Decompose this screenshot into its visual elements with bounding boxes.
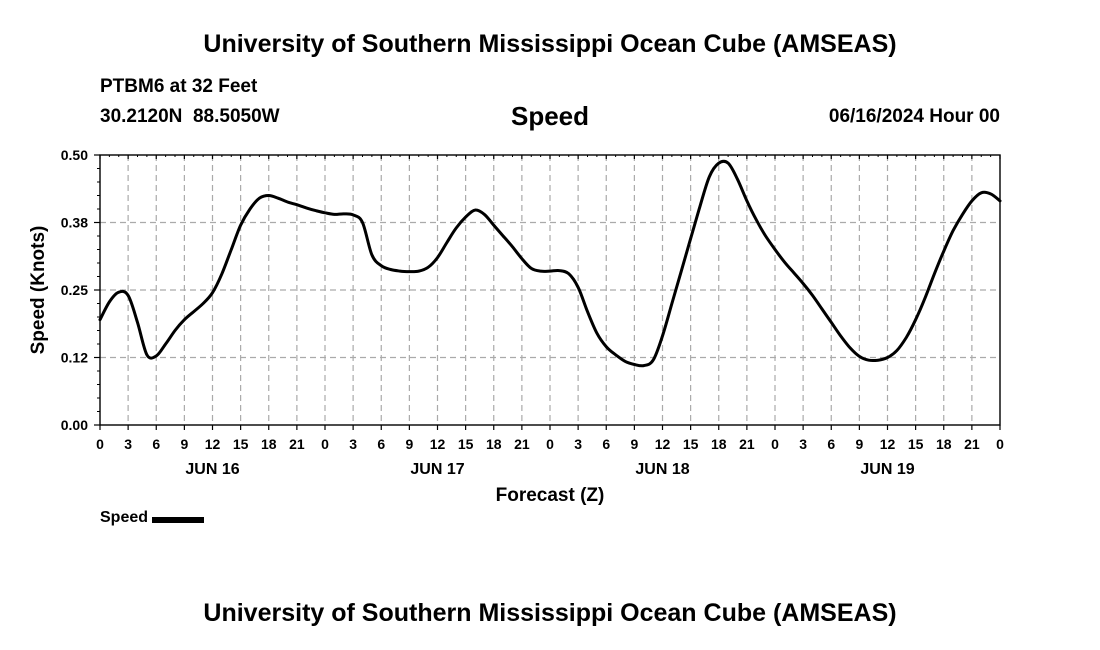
- day-label: JUN 19: [860, 461, 914, 478]
- station-label: PTBM6 at 32 Feet: [100, 76, 258, 97]
- x-tick-label: 21: [514, 436, 530, 452]
- x-tick-label: 9: [630, 436, 638, 452]
- x-tick-label: 0: [321, 436, 329, 452]
- x-tick-label: 3: [574, 436, 582, 452]
- x-axis-label: Forecast (Z): [496, 485, 605, 506]
- bottom-title: University of Southern Mississippi Ocean…: [203, 599, 897, 627]
- y-tick-label: 0.25: [61, 282, 88, 298]
- x-tick-label: 15: [233, 436, 249, 452]
- day-label: JUN 16: [185, 461, 239, 478]
- x-tick-label: 15: [683, 436, 699, 452]
- x-tick-label: 18: [261, 436, 277, 452]
- x-tick-label: 9: [405, 436, 413, 452]
- y-tick-label: 0.38: [61, 215, 88, 231]
- y-tick-label: 0.00: [61, 417, 88, 433]
- x-tick-label: 12: [205, 436, 221, 452]
- x-tick-label: 12: [655, 436, 671, 452]
- x-tick-label: 21: [289, 436, 305, 452]
- x-tick-label: 21: [964, 436, 980, 452]
- legend: Speed: [100, 509, 205, 527]
- day-label: JUN 18: [635, 461, 689, 478]
- valid-time-label: 06/16/2024 Hour 00: [828, 106, 1000, 127]
- x-tick-label: 18: [486, 436, 502, 452]
- day-label: JUN 17: [410, 461, 464, 478]
- x-tick-label: 9: [855, 436, 863, 452]
- legend-label: Speed: [100, 509, 149, 526]
- x-tick-label: 0: [771, 436, 779, 452]
- y-axis-label: Speed (Knots): [28, 226, 49, 355]
- x-tick-label: 0: [546, 436, 554, 452]
- x-tick-label: 18: [711, 436, 727, 452]
- x-tick-label: 3: [799, 436, 807, 452]
- top-title: University of Southern Mississippi Ocean…: [203, 30, 897, 58]
- x-tick-label: 15: [908, 436, 924, 452]
- x-tick-label: 6: [827, 436, 835, 452]
- x-tick-label: 6: [602, 436, 610, 452]
- tick-layer: [94, 154, 1001, 430]
- y-tick-label: 0.50: [61, 147, 88, 163]
- x-tick-label: 12: [430, 436, 446, 452]
- chart-title: Speed: [510, 101, 590, 131]
- x-tick-label: 12: [880, 436, 896, 452]
- x-tick-label: 3: [124, 436, 132, 452]
- x-tick-label: 6: [152, 436, 160, 452]
- x-tick-label: 21: [739, 436, 755, 452]
- legend-swatch: [152, 517, 205, 523]
- x-tick-label: 3: [349, 436, 357, 452]
- x-tick-label: 0: [96, 436, 104, 452]
- y-tick-label: 0.12: [61, 350, 88, 366]
- label-layer: 0 3 6 9 12 15 18 21 0 3 6 9 12 15 18 21 0 3 6 9 12 15 18 21 0 3 6 9…: [61, 147, 1004, 478]
- x-tick-label: 6: [377, 436, 385, 452]
- x-tick-label: 0: [996, 436, 1004, 452]
- x-tick-label: 18: [936, 436, 952, 452]
- speed-series-line: [98, 159, 1002, 368]
- x-tick-label: 15: [458, 436, 474, 452]
- coordinates-label: 30.2120N 88.5050W: [100, 106, 280, 127]
- grid-layer: [100, 155, 1000, 425]
- x-tick-label: 9: [180, 436, 188, 452]
